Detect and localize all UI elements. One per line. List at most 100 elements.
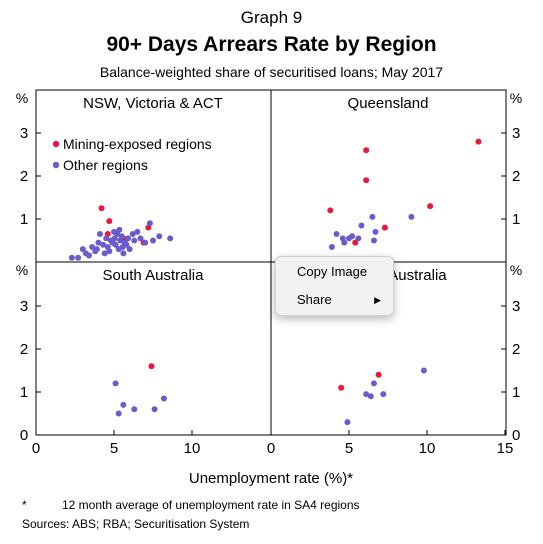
other-region-point [142,239,149,246]
y-tick-label: 2 [20,168,28,185]
copy-image-menu-item[interactable]: Copy Image [276,259,393,285]
x-tick-label: 0 [267,440,275,457]
y-unit-label: % [16,262,28,278]
submenu-arrow-icon: ▶ [374,295,381,305]
other-region-point [370,380,377,387]
other-region-point [112,380,119,387]
panel-title: Queensland [348,95,429,112]
other-region-point [115,410,122,417]
y-tick-label: 3 [512,298,520,315]
y-unit-label: % [16,90,28,106]
graph-number: Graph 9 [240,8,303,27]
other-region-point [126,246,133,253]
mining-region-point [363,177,370,184]
y-tick-label: 3 [512,125,520,142]
mining-region-point [352,239,359,246]
y-tick-label: 2 [512,168,520,185]
chart-subtitle: Balance-weighted share of securitised lo… [99,64,444,80]
other-region-point [358,222,365,229]
footnote-text: 12 month average of unemployment rate in… [62,498,360,512]
x-tick-label: 15 [497,440,514,457]
other-region-point [118,233,125,240]
footnote-marker: * [22,498,27,512]
other-region-point [79,246,86,253]
other-region-point [125,235,132,242]
other-region-point [363,391,370,398]
other-region-point [75,254,82,261]
other-region-point [131,406,138,413]
other-region-point [137,235,144,242]
other-region-point [380,391,387,398]
other-region-point [160,395,167,402]
other-region-point [123,241,130,248]
other-region-point [150,237,156,244]
other-region-point [370,237,377,244]
y-tick-label: 1 [512,384,520,401]
y-tick-label: 1 [20,384,28,401]
other-region-point [112,241,119,248]
other-region-point [100,241,107,248]
y-tick-label: 3 [20,125,28,142]
x-axis-label: Unemployment rate (%)* [188,470,354,487]
other-region-point [341,239,348,246]
x-tick-label: 10 [184,440,201,457]
share-label: Share [297,292,332,307]
panel-title: NSW, Victoria & ACT [83,95,223,112]
other-region-point [151,406,158,413]
other-region-point [120,401,127,408]
y-tick-label: 2 [512,341,520,358]
mining-region-point [338,384,345,391]
y-tick-label: 0 [20,427,28,444]
chart-title: 90+ Days Arrears Rate by Region [106,33,437,56]
y-unit-label: % [510,90,522,106]
mining-region-point [98,205,105,212]
x-tick-label: 5 [345,440,353,457]
other-region-point [420,367,427,374]
legend-label: Other regions [63,157,148,173]
other-region-point [156,233,163,240]
other-region-point [367,393,374,400]
other-region-point [344,419,351,426]
mining-region-point [381,224,388,231]
other-region-point [131,237,138,244]
other-region-point [120,250,127,257]
other-region-point [369,213,376,220]
other-region-point [95,239,102,246]
mining-region-point [475,138,482,145]
mining-region-point [327,207,334,214]
share-menu-item[interactable]: Share ▶ [276,287,393,313]
other-region-point [103,235,110,242]
y-unit-label: % [510,262,522,278]
other-region-point [328,243,335,250]
mining-region-point [427,203,434,210]
other-region-point [68,254,75,261]
other-region-point [134,228,141,235]
legend-swatch-other [52,161,60,169]
legend-label: Mining-exposed regions [63,136,212,152]
panel-title: South Australia [103,267,205,284]
other-region-point [101,250,108,257]
x-tick-label: 10 [419,440,436,457]
x-tick-label: 5 [110,440,118,457]
mining-region-point [106,218,113,225]
mining-region-point [148,363,155,370]
legend-swatch-mining [52,140,60,148]
other-region-point [355,235,362,242]
other-region-point [129,231,136,238]
footnote: * 12 month average of unemployment rate i… [22,498,360,512]
y-tick-label: 2 [20,341,28,358]
mining-region-point [363,147,370,154]
other-region-point [167,235,174,242]
other-region-point [146,220,153,227]
other-region-point [89,243,96,250]
other-region-point [116,226,123,233]
other-region-point [86,252,93,259]
sources-note: Sources: ABS; RBA; Securitisation System [22,517,250,531]
other-region-point [96,231,103,238]
mining-region-point [375,371,382,378]
y-tick-label: 3 [20,298,28,315]
x-tick-label: 0 [32,440,40,457]
other-region-point [93,246,100,253]
y-tick-label: 0 [512,427,520,444]
